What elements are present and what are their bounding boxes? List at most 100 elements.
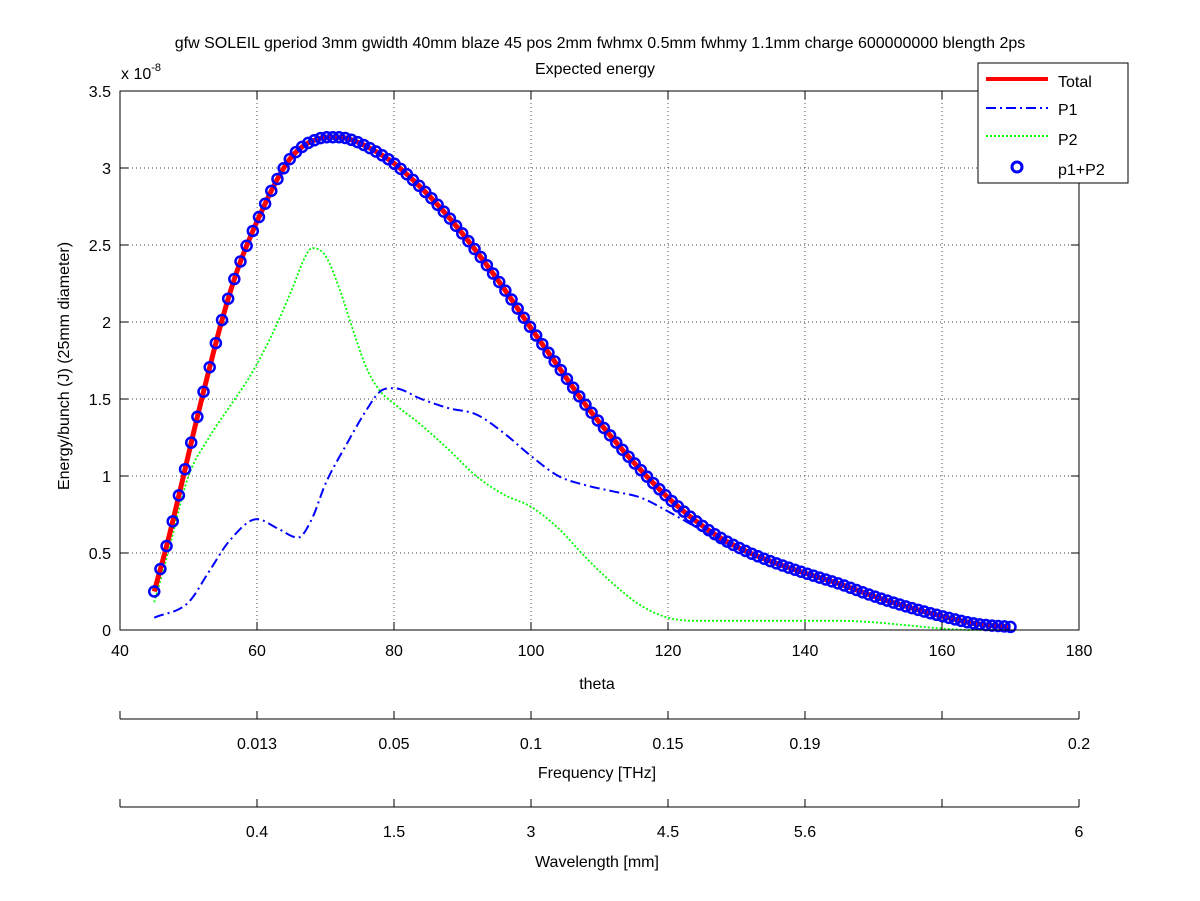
p1p2-marker: [523, 320, 537, 333]
p1p2-marker: [837, 579, 851, 592]
p1p2-marker: [622, 450, 635, 463]
p1p2-marker: [714, 531, 728, 545]
p1p2-marker: [511, 302, 524, 315]
wavelength-axis-ticks: 0.4 1.5 3 4.5 5.6 6: [119, 799, 1084, 841]
p1p2-marker: [277, 162, 290, 175]
frequency-tick-label: 0.013: [237, 736, 277, 753]
wavelength-tick-label: 6: [1075, 824, 1084, 841]
frequency-tick-label: 0.05: [378, 736, 409, 753]
p1p2-marker: [172, 489, 186, 502]
p1p2-marker: [492, 275, 506, 289]
p1p2-marker: [616, 443, 629, 456]
p1p2-marker: [480, 258, 494, 272]
p1p2-marker: [357, 138, 370, 152]
p1p2-marker: [228, 272, 241, 286]
frequency-axis-ticks: 0.013 0.05 0.1 0.15 0.19 0.2: [119, 711, 1090, 753]
p1p2-marker: [794, 565, 808, 578]
x-tick-label: 40: [111, 643, 129, 660]
p1p2-marker: [529, 329, 543, 342]
y-tick-label: 3: [102, 161, 111, 178]
p1p2-marker: [191, 410, 204, 424]
p1p2-marker: [868, 590, 882, 603]
p1p2-marker: [831, 577, 845, 590]
p1p2-marker: [209, 336, 223, 350]
axis-ticks: 40 60 80 100 120 140 160 180 0 0.5 1 1.5 2 2.5 3 3.5: [89, 84, 1093, 660]
p1p2-marker: [252, 210, 266, 224]
p1p2-marker: [536, 337, 549, 351]
chart-title: gfw SOLEIL gperiod 3mm gwidth 40mm blaze…: [175, 35, 1025, 52]
frequency-tick-label: 0.2: [1068, 736, 1090, 753]
p1p2-marker: [646, 476, 660, 490]
p1p2-marker: [591, 414, 605, 427]
p1p2-marker: [246, 224, 260, 238]
legend-p1p2-label: p1+P2: [1058, 162, 1105, 179]
p1p2-marker: [948, 613, 962, 626]
p1p2-marker: [597, 421, 611, 435]
p1p2-marker: [468, 242, 481, 256]
x-tick-label: 80: [385, 643, 403, 660]
y-exponent-label: x 10-8: [121, 62, 161, 83]
x-tick-label: 160: [929, 643, 956, 660]
p1p2-marker: [825, 575, 839, 588]
x-tick-label: 60: [248, 643, 266, 660]
frequency-tick-label: 0.15: [652, 736, 683, 753]
p1p2-marker: [764, 554, 777, 568]
p1p2-marker: [573, 390, 586, 403]
p1p2-marker: [363, 141, 377, 155]
y-tick-label: 2.5: [89, 238, 111, 255]
p1p2-marker: [924, 606, 937, 620]
p1p2-marker: [221, 292, 235, 305]
p1p2-marker: [314, 131, 327, 145]
x-tick-label: 180: [1066, 643, 1093, 660]
p1p2-marker: [566, 381, 580, 394]
frequency-tick-label: 0.1: [520, 736, 542, 753]
p1p2-marker: [733, 541, 746, 555]
wavelength-tick-label: 1.5: [383, 824, 405, 841]
legend-p1-label: P1: [1058, 102, 1078, 119]
p1p2-marker: [893, 598, 906, 611]
chart-subtitle: Expected energy: [535, 61, 655, 78]
x-tick-label: 100: [518, 643, 545, 660]
frequency-tick-label: 0.19: [789, 736, 820, 753]
p1p2-marker: [215, 313, 229, 327]
p1p2-marker: [739, 544, 752, 558]
p1p2-marker: [887, 596, 900, 609]
p1p2-marker: [184, 436, 198, 449]
p1p2-marker: [419, 185, 432, 199]
frequency-axis: 0.013 0.05 0.1 0.15 0.19 0.2 Frequency [THz]: [119, 711, 1090, 782]
p1p2-marker: [197, 385, 210, 398]
p1p2-marker: [961, 615, 974, 629]
p1p2-marker: [474, 250, 487, 264]
y-tick-label: 1: [102, 469, 111, 486]
p1p2-marker: [782, 561, 795, 574]
y-tick-label: 1.5: [89, 392, 111, 409]
p1p2-marker: [443, 212, 457, 225]
p1p2-marker: [554, 363, 568, 377]
wavelength-tick-label: 4.5: [657, 824, 679, 841]
p1p2-marker: [338, 131, 352, 145]
p1p2-marker: [757, 552, 771, 565]
p1p2-marker: [486, 267, 500, 280]
p1p2-marker: [148, 585, 161, 598]
p1p2-marker: [234, 255, 247, 268]
p1p2-marker: [160, 539, 173, 553]
p1p2-marker: [967, 617, 980, 630]
p1p2-marker: [973, 618, 986, 631]
p1p2-marker: [856, 586, 869, 599]
p1p2-marker: [881, 594, 894, 607]
p1p2-marker: [351, 135, 364, 149]
p1p2-marker: [283, 152, 297, 166]
p1p2-marker: [345, 133, 358, 147]
y-tick-label: 0: [102, 623, 111, 640]
p1p2-marker: [517, 311, 531, 324]
p1p2-marker: [745, 547, 759, 560]
series-p1p2-markers: [148, 130, 1017, 634]
p1p2-marker: [640, 470, 654, 483]
p1p2-marker: [265, 184, 278, 198]
p1p2-marker: [942, 611, 956, 625]
p1p2-marker: [776, 559, 789, 572]
p1p2-marker: [936, 610, 949, 623]
legend-p2-label: P2: [1058, 132, 1078, 149]
plot-background: [120, 91, 1079, 630]
p1p2-marker: [308, 133, 321, 147]
